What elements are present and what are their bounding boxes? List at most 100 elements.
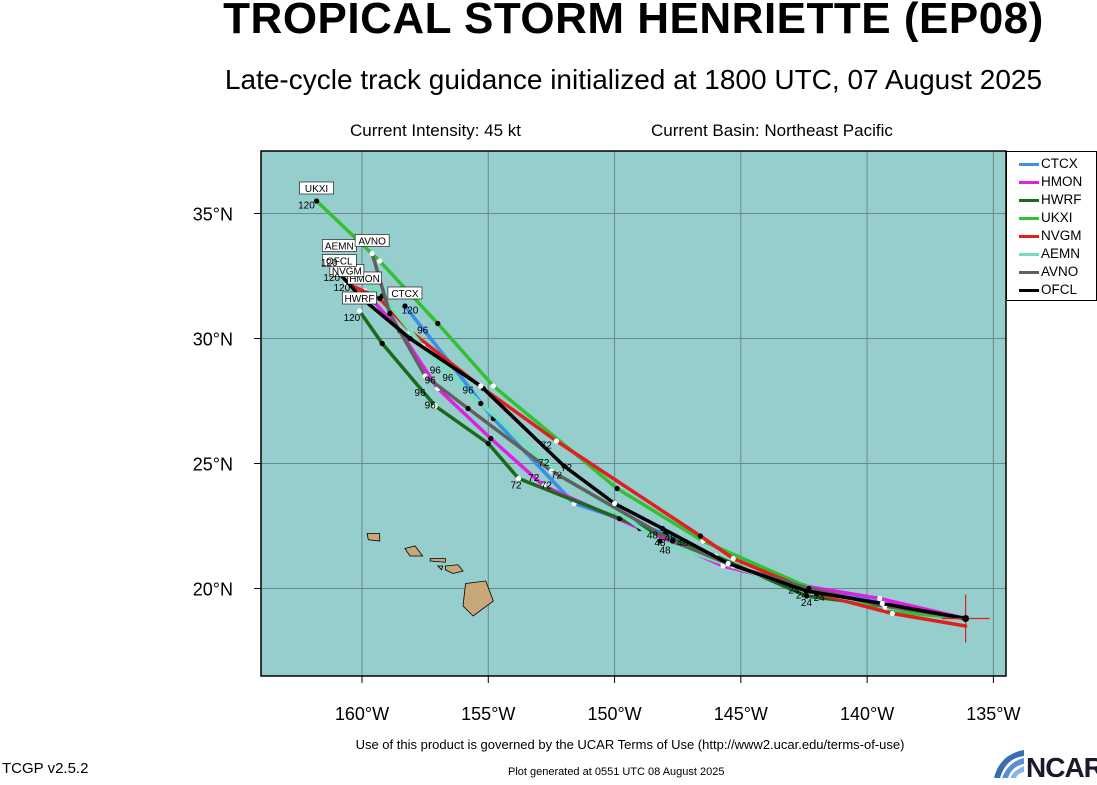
current-basin: Current Basin: Northeast Pacific xyxy=(651,121,893,140)
track-point-ukxi xyxy=(313,198,320,204)
forecast-hour-label: 96 xyxy=(425,376,437,387)
legend-swatch xyxy=(1019,271,1039,274)
track-point-hwrf xyxy=(485,440,491,447)
lon-tick-label: 150°W xyxy=(587,704,641,724)
track-point-ofcl xyxy=(659,525,666,532)
track-point-ukxi xyxy=(435,320,441,327)
track-point-hwrf xyxy=(379,340,385,347)
forecast-hour-label: 72 xyxy=(561,463,573,474)
track-end-label-ukxi: UKXI xyxy=(299,181,334,195)
page-subtitle: Late-cycle track guidance initialized at… xyxy=(224,64,1043,95)
track-end-label-aemn: AEMN xyxy=(321,239,357,253)
track-point-avno xyxy=(369,250,375,257)
current-position-dot xyxy=(962,615,970,622)
forecast-hour-label: 96 xyxy=(442,373,454,384)
forecast-hour-label: 120 xyxy=(344,313,361,324)
track-point-avno xyxy=(387,310,393,317)
track-point-aemn xyxy=(657,538,663,544)
track-point-avno xyxy=(465,405,471,412)
track-point-nvgm xyxy=(553,438,560,444)
track-point-avno xyxy=(670,538,676,544)
forecast-hour-label: 24 xyxy=(814,593,826,604)
track-line-nvgm xyxy=(345,281,968,628)
forecast-hour-label: 96 xyxy=(425,401,437,412)
end-label-text: OFCL xyxy=(326,257,353,268)
island-kauai xyxy=(366,533,381,542)
end-label-text: AEMN xyxy=(325,242,354,253)
end-label-text: UKXI xyxy=(305,184,328,195)
legend-label: HWRF xyxy=(1041,192,1082,207)
track-point-ukxi xyxy=(614,485,620,492)
version-label: TCGP v2.5.2 xyxy=(2,760,89,777)
track-point-hwrf xyxy=(356,308,363,314)
page-title: TROPICAL STORM HENRIETTE (EP08) xyxy=(223,0,1044,43)
legend-label: HMON xyxy=(1041,174,1083,189)
track-point-hwrf xyxy=(515,475,522,482)
end-label-box xyxy=(321,254,357,267)
track-point-ofcl xyxy=(478,383,484,389)
track-point-nvgm xyxy=(730,555,736,562)
legend-label: AEMN xyxy=(1041,246,1081,261)
end-label-box xyxy=(342,291,377,305)
end-label-box xyxy=(299,181,334,195)
track-end-label-hwrf: HWRF xyxy=(342,291,377,305)
ocean-background xyxy=(261,151,1006,676)
island-oahu xyxy=(404,545,424,557)
legend-label: CTCX xyxy=(1041,156,1078,171)
end-label-text: CTCX xyxy=(391,289,419,300)
ncar-logo: NCAR xyxy=(990,748,1097,783)
end-label-box xyxy=(354,234,390,247)
track-point-ukxi xyxy=(490,383,496,389)
island-molokai xyxy=(429,558,446,563)
track-point-ofcl xyxy=(611,500,618,507)
track-point-ofcl xyxy=(879,600,885,607)
forecast-hour-label: 120 xyxy=(323,273,340,284)
ncar-logo-icon xyxy=(994,750,1024,778)
track-point-ofcl xyxy=(561,463,567,469)
current-intensity: Current Intensity: 45 kt xyxy=(350,121,522,140)
legend-swatch xyxy=(1019,163,1039,166)
forecast-hour-label: 72 xyxy=(528,473,540,484)
model-tracks xyxy=(313,198,968,628)
track-point-hmon xyxy=(877,595,883,602)
forecast-hour-label: 72 xyxy=(541,441,553,452)
lat-tick-label: 20°N xyxy=(193,580,233,600)
lat-tick-label: 25°N xyxy=(193,455,233,475)
track-point-ofcl xyxy=(407,335,413,342)
legend-label: UKXI xyxy=(1041,210,1073,225)
forecast-hour-label: 120 xyxy=(402,306,419,317)
legend-swatch xyxy=(1019,199,1039,202)
legend-swatch xyxy=(1019,253,1039,256)
track-point-aemn xyxy=(478,400,484,407)
track-end-label-nvgm: NVGM xyxy=(329,264,365,278)
legend-swatch xyxy=(1019,289,1039,292)
forecast-hour-label: 72 xyxy=(551,471,563,482)
track-point-avno xyxy=(422,373,428,379)
forecast-hour-label: 120 xyxy=(298,201,315,212)
forecast-hour-label: 48 xyxy=(665,533,677,544)
end-label-text: NVGM xyxy=(332,267,362,278)
legend-label: NVGM xyxy=(1041,228,1082,243)
track-point-nvgm xyxy=(697,533,704,539)
track-point-hwrf xyxy=(432,403,438,409)
track-point-ukxi xyxy=(377,258,383,264)
forecast-hour-label: 24 xyxy=(796,591,808,602)
lon-tick-label: 145°W xyxy=(714,704,768,724)
map-frame xyxy=(260,150,1007,677)
forecast-hour-label: 72 xyxy=(511,481,523,492)
end-label-box xyxy=(387,286,423,300)
generated-time: Plot generated at 0551 UTC 08 August 202… xyxy=(508,766,725,778)
terms-of-use: Use of this product is governed by the U… xyxy=(355,737,905,752)
lon-tick-label: 140°W xyxy=(840,704,894,724)
legend-swatch xyxy=(1019,217,1039,220)
track-point-ofcl xyxy=(725,560,731,567)
forecast-hour-label: 48 xyxy=(654,538,666,549)
lat-tick-label: 30°N xyxy=(193,330,233,350)
forecast-hour-label: 96 xyxy=(415,388,427,399)
track-point-hwrf xyxy=(803,593,810,599)
forecast-hour-label: 24 xyxy=(788,586,800,597)
forecast-hour-label: 96 xyxy=(463,386,475,397)
track-end-label-avno: AVNO xyxy=(354,234,390,248)
forecast-hour-label: 72 xyxy=(538,458,550,469)
legend-swatch xyxy=(1019,235,1039,238)
